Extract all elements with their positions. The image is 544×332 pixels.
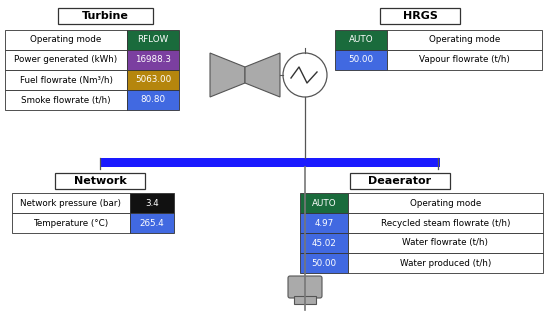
Text: 4.97: 4.97 bbox=[314, 218, 333, 227]
Bar bbox=[130, 193, 174, 213]
Bar bbox=[55, 173, 145, 189]
Polygon shape bbox=[245, 53, 280, 97]
Bar bbox=[387, 50, 542, 70]
Bar bbox=[5, 50, 127, 70]
Text: Operating mode: Operating mode bbox=[30, 36, 102, 44]
FancyBboxPatch shape bbox=[288, 276, 322, 298]
Text: RFLOW: RFLOW bbox=[138, 36, 169, 44]
Text: Deaerator: Deaerator bbox=[368, 176, 431, 186]
Text: 16988.3: 16988.3 bbox=[135, 55, 171, 64]
Text: Network pressure (bar): Network pressure (bar) bbox=[21, 199, 121, 208]
Bar bbox=[348, 233, 543, 253]
Bar bbox=[5, 70, 127, 90]
Bar bbox=[58, 8, 152, 24]
Bar bbox=[300, 253, 348, 273]
Text: 45.02: 45.02 bbox=[312, 238, 336, 247]
Text: AUTO: AUTO bbox=[312, 199, 336, 208]
Bar bbox=[12, 213, 130, 233]
Text: Water produced (t/h): Water produced (t/h) bbox=[400, 259, 491, 268]
Bar bbox=[130, 213, 174, 233]
Text: AUTO: AUTO bbox=[349, 36, 373, 44]
Text: 80.80: 80.80 bbox=[140, 96, 165, 105]
Bar bbox=[348, 253, 543, 273]
Bar bbox=[127, 50, 179, 70]
Bar bbox=[300, 193, 348, 213]
Text: Fuel flowrate (Nm³/h): Fuel flowrate (Nm³/h) bbox=[20, 75, 113, 85]
Text: 265.4: 265.4 bbox=[140, 218, 164, 227]
Bar bbox=[5, 30, 127, 50]
Bar bbox=[294, 296, 316, 304]
Bar bbox=[127, 90, 179, 110]
Bar bbox=[300, 233, 348, 253]
Bar bbox=[348, 213, 543, 233]
Bar bbox=[348, 193, 543, 213]
Text: Power generated (kWh): Power generated (kWh) bbox=[14, 55, 118, 64]
Text: Recycled steam flowrate (t/h): Recycled steam flowrate (t/h) bbox=[381, 218, 510, 227]
Bar bbox=[380, 8, 460, 24]
Bar bbox=[350, 173, 450, 189]
Text: Network: Network bbox=[73, 176, 126, 186]
Text: Water flowrate (t/h): Water flowrate (t/h) bbox=[403, 238, 489, 247]
Text: 50.00: 50.00 bbox=[311, 259, 337, 268]
Bar bbox=[335, 50, 387, 70]
Bar bbox=[127, 70, 179, 90]
Bar bbox=[335, 30, 387, 50]
Bar bbox=[127, 30, 179, 50]
Text: HRGS: HRGS bbox=[403, 11, 437, 21]
Bar bbox=[5, 90, 127, 110]
Text: Vapour flowrate (t/h): Vapour flowrate (t/h) bbox=[419, 55, 510, 64]
Text: Operating mode: Operating mode bbox=[429, 36, 500, 44]
Text: Operating mode: Operating mode bbox=[410, 199, 481, 208]
Text: Smoke flowrate (t/h): Smoke flowrate (t/h) bbox=[21, 96, 111, 105]
Text: 50.00: 50.00 bbox=[349, 55, 374, 64]
Text: Temperature (°C): Temperature (°C) bbox=[33, 218, 109, 227]
Text: Turbine: Turbine bbox=[82, 11, 128, 21]
Bar bbox=[100, 158, 440, 167]
Polygon shape bbox=[210, 53, 245, 97]
Bar bbox=[300, 213, 348, 233]
Bar bbox=[12, 193, 130, 213]
Bar bbox=[387, 30, 542, 50]
Text: 5063.00: 5063.00 bbox=[135, 75, 171, 85]
Text: 3.4: 3.4 bbox=[145, 199, 159, 208]
